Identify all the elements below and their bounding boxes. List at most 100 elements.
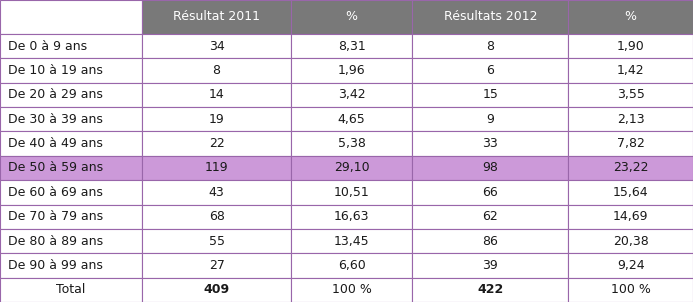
Bar — [568, 107, 693, 131]
Bar — [142, 34, 291, 58]
Bar — [0, 34, 142, 58]
Text: 27: 27 — [209, 259, 225, 272]
Bar — [568, 180, 693, 204]
Bar — [568, 131, 693, 156]
Bar — [291, 278, 412, 302]
Bar — [568, 58, 693, 83]
Text: De 0 à 9 ans: De 0 à 9 ans — [8, 40, 87, 53]
Text: De 60 à 69 ans: De 60 à 69 ans — [8, 186, 103, 199]
Text: Total: Total — [56, 283, 86, 296]
Text: 98: 98 — [482, 162, 498, 175]
Bar — [142, 229, 291, 253]
Bar — [412, 204, 568, 229]
Text: 33: 33 — [482, 137, 498, 150]
Text: De 90 à 99 ans: De 90 à 99 ans — [8, 259, 103, 272]
Bar — [568, 278, 693, 302]
Text: De 80 à 89 ans: De 80 à 89 ans — [8, 235, 103, 248]
Text: 2,13: 2,13 — [617, 113, 644, 126]
Bar — [291, 83, 412, 107]
Text: 1,42: 1,42 — [617, 64, 644, 77]
Bar — [568, 83, 693, 107]
Bar — [412, 58, 568, 83]
Text: 16,63: 16,63 — [334, 210, 369, 223]
Text: 6: 6 — [486, 64, 494, 77]
Bar — [568, 156, 693, 180]
Text: De 30 à 39 ans: De 30 à 39 ans — [8, 113, 103, 126]
Text: 100 %: 100 % — [332, 283, 371, 296]
Bar — [0, 229, 142, 253]
Text: De 40 à 49 ans: De 40 à 49 ans — [8, 137, 103, 150]
Text: 13,45: 13,45 — [334, 235, 369, 248]
Text: %: % — [624, 11, 637, 24]
Bar — [0, 107, 142, 131]
Bar — [412, 278, 568, 302]
Text: 8: 8 — [486, 40, 494, 53]
Bar — [291, 107, 412, 131]
Text: 7,82: 7,82 — [617, 137, 644, 150]
Bar — [291, 180, 412, 204]
Text: 1,90: 1,90 — [617, 40, 644, 53]
Bar — [0, 156, 142, 180]
Text: 5,38: 5,38 — [337, 137, 366, 150]
Bar — [412, 107, 568, 131]
Text: 62: 62 — [482, 210, 498, 223]
Bar — [412, 0, 568, 34]
Bar — [412, 229, 568, 253]
Bar — [291, 204, 412, 229]
Bar — [142, 131, 291, 156]
Bar — [0, 0, 142, 34]
Bar — [291, 253, 412, 278]
Bar — [142, 204, 291, 229]
Bar — [568, 229, 693, 253]
Bar — [568, 34, 693, 58]
Text: 14,69: 14,69 — [613, 210, 649, 223]
Bar — [568, 0, 693, 34]
Bar — [412, 253, 568, 278]
Bar — [142, 180, 291, 204]
Text: 43: 43 — [209, 186, 225, 199]
Bar — [568, 253, 693, 278]
Text: 8: 8 — [213, 64, 220, 77]
Bar — [0, 180, 142, 204]
Bar — [291, 229, 412, 253]
Text: 1,96: 1,96 — [338, 64, 365, 77]
Text: 3,55: 3,55 — [617, 88, 644, 101]
Text: 8,31: 8,31 — [337, 40, 366, 53]
Bar — [0, 58, 142, 83]
Bar — [142, 83, 291, 107]
Bar — [291, 0, 412, 34]
Text: 19: 19 — [209, 113, 225, 126]
Bar — [291, 131, 412, 156]
Text: De 10 à 19 ans: De 10 à 19 ans — [8, 64, 103, 77]
Text: De 70 à 79 ans: De 70 à 79 ans — [8, 210, 103, 223]
Text: De 20 à 29 ans: De 20 à 29 ans — [8, 88, 103, 101]
Bar — [142, 0, 291, 34]
Bar — [412, 83, 568, 107]
Text: 86: 86 — [482, 235, 498, 248]
Text: 409: 409 — [204, 283, 229, 296]
Text: 29,10: 29,10 — [334, 162, 369, 175]
Text: 20,38: 20,38 — [613, 235, 649, 248]
Text: 4,65: 4,65 — [337, 113, 366, 126]
Text: 10,51: 10,51 — [334, 186, 369, 199]
Text: %: % — [346, 11, 358, 24]
Bar — [412, 180, 568, 204]
Bar — [291, 58, 412, 83]
Bar — [412, 131, 568, 156]
Text: 3,42: 3,42 — [338, 88, 365, 101]
Bar — [0, 83, 142, 107]
Text: 9: 9 — [486, 113, 494, 126]
Text: 34: 34 — [209, 40, 225, 53]
Text: 22: 22 — [209, 137, 225, 150]
Text: 6,60: 6,60 — [337, 259, 366, 272]
Bar — [142, 278, 291, 302]
Text: 100 %: 100 % — [611, 283, 651, 296]
Bar — [291, 156, 412, 180]
Text: 9,24: 9,24 — [617, 259, 644, 272]
Text: 68: 68 — [209, 210, 225, 223]
Text: 119: 119 — [204, 162, 229, 175]
Text: Résultats 2012: Résultats 2012 — [444, 11, 537, 24]
Bar — [0, 253, 142, 278]
Bar — [142, 58, 291, 83]
Bar — [0, 278, 142, 302]
